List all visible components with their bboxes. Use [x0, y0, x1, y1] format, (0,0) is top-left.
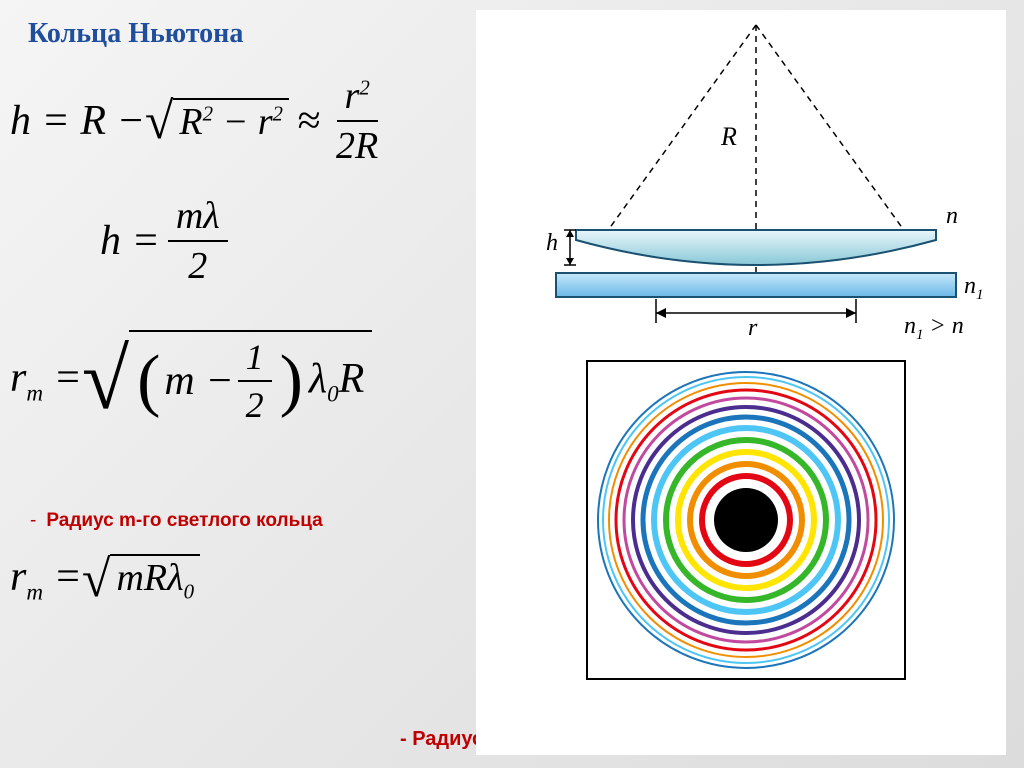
svg-text:n: n [946, 203, 958, 229]
svg-text:h: h [546, 230, 558, 256]
formula-block: h = R − √ R2 − r2 ≈ r2 2R h = mλ 2 rm = [10, 62, 440, 635]
formula-h-lambda: h = mλ 2 [100, 194, 440, 288]
caption-light-ring: -Радиус m-го светлого кольца [30, 510, 323, 532]
newton-rings [586, 360, 906, 680]
lens-diagram: R n h n1 n1 > n r [486, 15, 996, 345]
svg-text:n1 > n: n1 > n [904, 313, 964, 343]
f1-frac: r2 2R [328, 74, 386, 168]
formula-h-geom: h = R − √ R2 − r2 ≈ r2 2R [10, 74, 440, 168]
sqrt-icon: √ R2 − r2 [145, 92, 289, 151]
svg-text:r: r [748, 315, 758, 341]
svg-text:R: R [720, 122, 737, 151]
page-title: Кольца Ньютона [28, 18, 243, 50]
f1-lhs: h = R − [10, 97, 145, 145]
diagram-panel: R n h n1 n1 > n r [476, 10, 1006, 755]
svg-text:n1: n1 [964, 273, 984, 303]
formula-rm-light: rm = √ ( m − 12 ) λ0R [10, 330, 440, 430]
formula-rm-dark: rm = √ mRλ0 [10, 550, 440, 609]
